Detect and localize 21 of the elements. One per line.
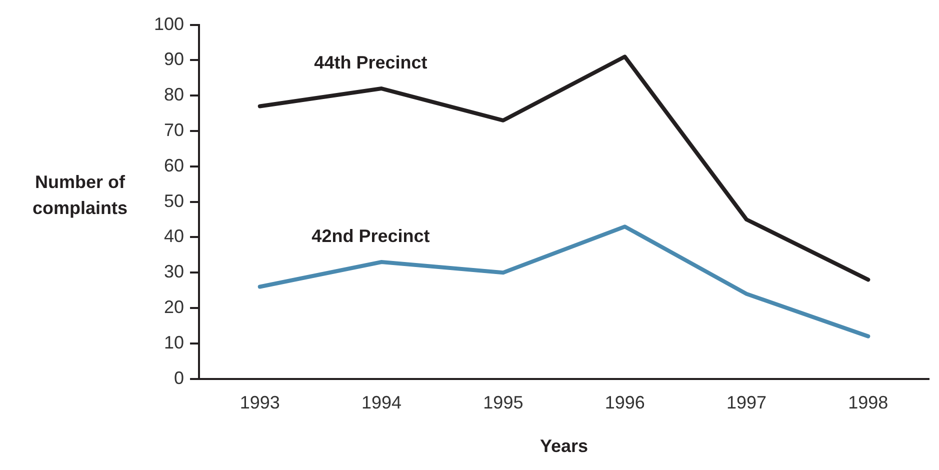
y-tick-label: 70 xyxy=(164,120,184,140)
series-label: 42nd Precinct xyxy=(312,226,430,246)
x-tick-label: 1997 xyxy=(726,392,767,413)
y-axis-title: Number of complaints xyxy=(32,172,128,218)
y-tick-label: 60 xyxy=(164,155,184,176)
y-tick-label: 80 xyxy=(164,84,184,105)
series-label: 44th Precinct xyxy=(314,52,428,73)
y-tick-label: 40 xyxy=(164,226,184,246)
y-tick-label: 0 xyxy=(174,368,184,388)
y-tick-label: 20 xyxy=(164,296,184,317)
y-tick-label: 30 xyxy=(164,262,184,282)
y-tick-label: 10 xyxy=(164,332,184,352)
x-tick-label: 1998 xyxy=(848,392,888,413)
x-tick-label: 1995 xyxy=(483,392,524,413)
x-axis-title: Years xyxy=(540,436,588,456)
x-tick-label: 1996 xyxy=(604,392,645,413)
y-tick-label: 50 xyxy=(164,190,184,211)
y-tick-label: 100 xyxy=(154,14,184,34)
y-tick-label: 90 xyxy=(164,49,184,70)
x-tick-label: 1993 xyxy=(240,392,280,413)
x-tick-label: 1994 xyxy=(362,392,402,413)
